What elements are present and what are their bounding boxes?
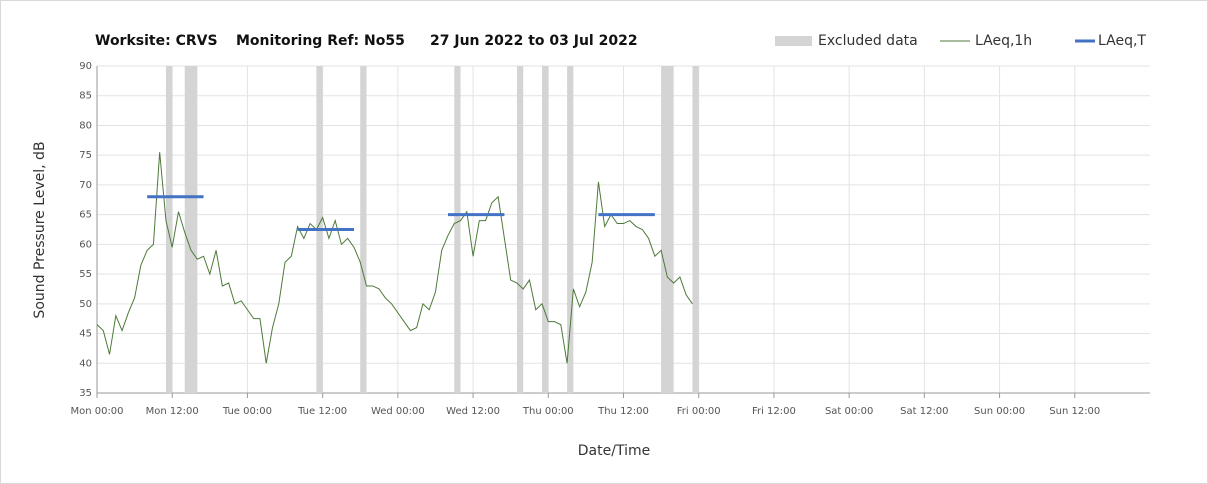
x-tick-label: Tue 00:00 [222,406,272,417]
y-tick-label: 75 [79,150,92,161]
x-tick-label: Wed 12:00 [446,406,500,417]
x-tick-label: Fri 00:00 [677,406,721,417]
x-tick-label: Sun 12:00 [1049,406,1100,417]
x-axis-label: Date/Time [578,443,650,459]
title-worksite: Worksite: CRVS [95,33,218,49]
x-tick-label: Sat 12:00 [900,406,948,417]
y-tick-label: 50 [79,299,92,310]
title-ref: Monitoring Ref: No55 [236,33,405,49]
y-tick-label: 70 [79,180,92,191]
x-tick-label: Sun 00:00 [974,406,1025,417]
x-tick-label: Wed 00:00 [371,406,425,417]
line-series [96,152,693,364]
excluded-band [567,66,574,393]
y-tick-label: 80 [79,120,92,131]
legend-swatch [775,36,812,46]
excluded-band [165,66,173,393]
excluded-band [360,66,367,393]
legend-label: Excluded data [818,33,918,49]
x-tick-label: Mon 00:00 [70,406,123,417]
excluded-band [692,66,699,393]
y-tick-label: 55 [79,269,92,280]
y-tick-label: 85 [79,91,92,102]
y-tick-label: 90 [79,61,92,72]
excluded-band [661,66,674,393]
y-tick-label: 35 [79,388,92,399]
y-tick-label: 40 [79,358,92,369]
title-dates: 27 Jun 2022 to 03 Jul 2022 [430,33,638,49]
x-tick-label: Mon 12:00 [146,406,199,417]
legend-label: LAeq,T [1098,33,1146,49]
excluded-band [516,66,524,393]
x-tick-label: Sat 00:00 [825,406,873,417]
legend-label: LAeq,1h [975,33,1032,49]
x-tick-label: Tue 12:00 [297,406,347,417]
y-axis-label: Sound Pressure Level, dB [32,141,48,318]
excluded-band [184,66,198,393]
excluded-band [454,66,461,393]
y-tick-label: 45 [79,329,92,340]
excluded-band [542,66,549,393]
x-tick-label: Fri 12:00 [752,406,796,417]
y-tick-label: 60 [79,239,92,250]
x-tick-label: Thu 00:00 [522,406,574,417]
y-tick-label: 65 [79,210,92,221]
x-tick-label: Thu 12:00 [597,406,649,417]
